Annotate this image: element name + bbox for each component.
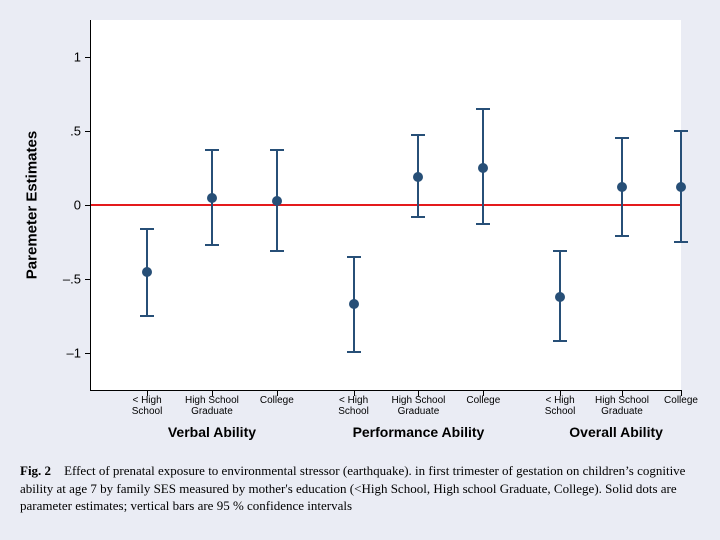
xtick-label: High School Graduate — [390, 396, 446, 417]
point-estimate — [207, 193, 217, 203]
ytick — [85, 353, 91, 354]
y-axis-label: Paremeter Estimates — [24, 131, 41, 279]
xtick-label: High School Graduate — [594, 396, 650, 417]
error-bar-cap — [270, 149, 284, 151]
figure-caption: Fig. 2 Effect of prenatal exposure to en… — [20, 462, 700, 515]
error-bar-cap — [476, 223, 490, 225]
ytick-label: –.5 — [41, 272, 81, 287]
error-bar-cap — [476, 108, 490, 110]
caption-label: Fig. 2 — [20, 463, 51, 478]
error-bar-cap — [615, 137, 629, 139]
group-label: Verbal Ability — [168, 424, 256, 440]
ytick-label: 0 — [41, 198, 81, 213]
xtick-label: College — [653, 396, 709, 407]
figure-wrap: Paremeter Estimates –1–.50.51< High Scho… — [20, 10, 700, 530]
error-bar-cap — [140, 315, 154, 317]
xtick-label: < High School — [532, 396, 588, 417]
plot-area: –1–.50.51< High SchoolHigh School Gradua… — [90, 20, 681, 391]
group-label: Performance Ability — [353, 424, 485, 440]
point-estimate — [349, 299, 359, 309]
caption-text: Effect of prenatal exposure to environme… — [20, 463, 685, 513]
error-bar-cap — [270, 250, 284, 252]
ytick — [85, 279, 91, 280]
error-bar-cap — [615, 235, 629, 237]
xtick-label: College — [249, 396, 305, 407]
ytick — [85, 131, 91, 132]
point-estimate — [617, 182, 627, 192]
error-bar-cap — [347, 256, 361, 258]
group-label: Overall Ability — [569, 424, 663, 440]
error-bar-cap — [553, 340, 567, 342]
point-estimate — [555, 292, 565, 302]
error-bar-cap — [411, 134, 425, 136]
error-bar-cap — [674, 241, 688, 243]
xtick-label: College — [455, 396, 511, 407]
point-estimate — [676, 182, 686, 192]
xtick-label: < High School — [326, 396, 382, 417]
error-bar-cap — [347, 351, 361, 353]
ytick — [85, 57, 91, 58]
error-bar-cap — [205, 149, 219, 151]
error-bar-cap — [140, 228, 154, 230]
point-estimate — [272, 196, 282, 206]
point-estimate — [478, 163, 488, 173]
ytick-label: –1 — [41, 346, 81, 361]
ytick-label: 1 — [41, 50, 81, 65]
reference-line — [91, 204, 681, 206]
point-estimate — [413, 172, 423, 182]
xtick-label: High School Graduate — [184, 396, 240, 417]
xtick-label: < High School — [119, 396, 175, 417]
point-estimate — [142, 267, 152, 277]
ytick-label: .5 — [41, 124, 81, 139]
error-bar-cap — [411, 216, 425, 218]
error-bar-cap — [205, 244, 219, 246]
error-bar-cap — [674, 130, 688, 132]
error-bar-cap — [553, 250, 567, 252]
